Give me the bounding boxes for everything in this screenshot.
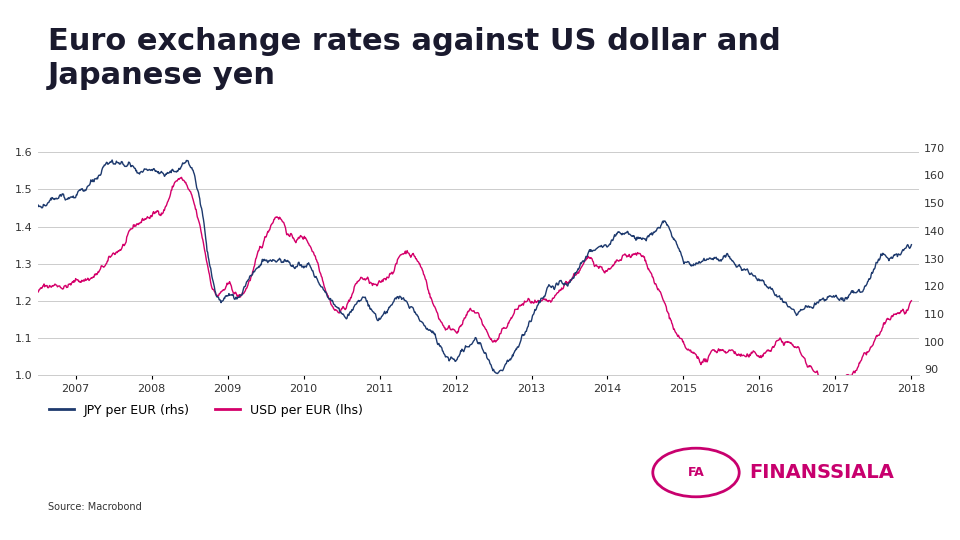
Legend: JPY per EUR (rhs), USD per EUR (lhs): JPY per EUR (rhs), USD per EUR (lhs) — [44, 399, 368, 422]
Text: FA: FA — [687, 466, 705, 479]
Text: FINANSSIALA: FINANSSIALA — [749, 463, 894, 482]
Text: Euro exchange rates against US dollar and
Japanese yen: Euro exchange rates against US dollar an… — [48, 27, 780, 90]
Text: Source: Macrobond: Source: Macrobond — [48, 502, 142, 512]
